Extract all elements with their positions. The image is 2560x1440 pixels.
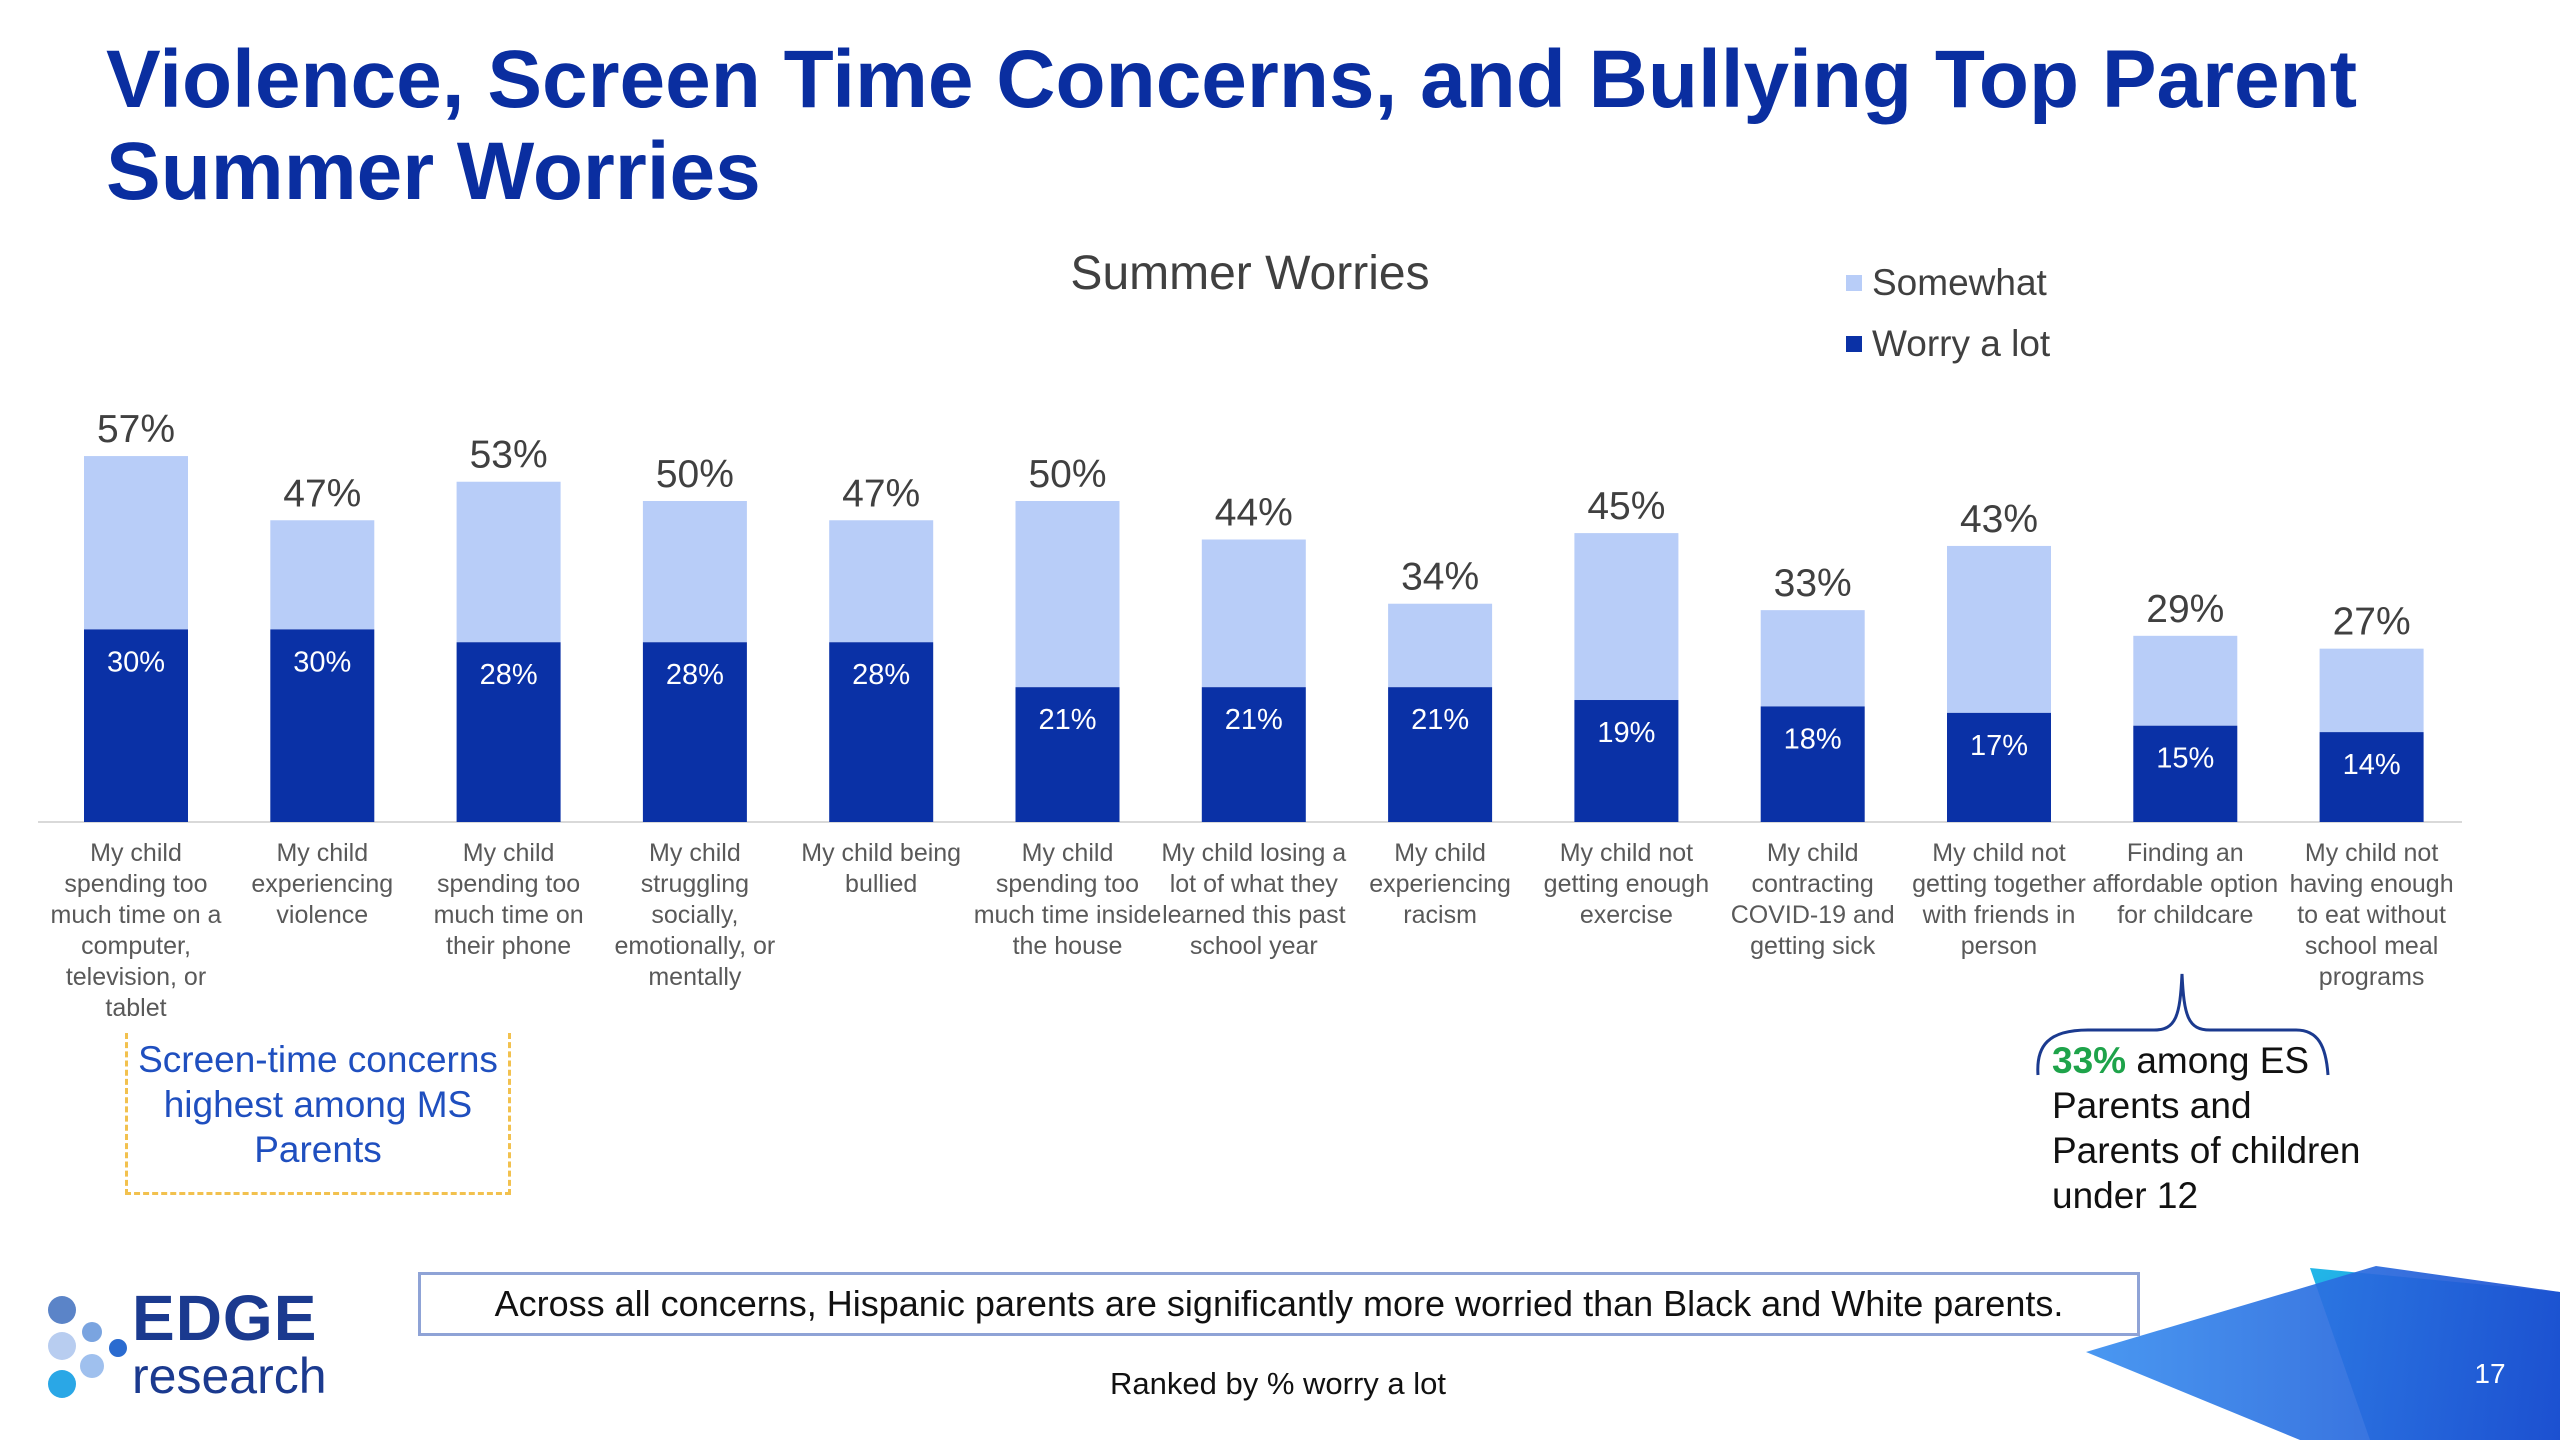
legend-swatch-worry-a-lot bbox=[1846, 335, 1862, 352]
data-label-worry-a-lot: 30% bbox=[107, 646, 165, 678]
data-label-total: 50% bbox=[656, 453, 734, 496]
callout-text: Across all concerns, Hispanic parents ar… bbox=[494, 1283, 2064, 1324]
x-tick-label: My child losing a lot of what they learn… bbox=[1161, 839, 1347, 960]
data-label-total: 57% bbox=[97, 408, 175, 451]
bar-worry-a-lot bbox=[829, 642, 934, 822]
edge-research-logo: EDGE research bbox=[40, 1286, 340, 1420]
legend-label-somewhat: Somewhat bbox=[1872, 261, 2047, 303]
bar-worry-a-lot bbox=[84, 629, 188, 822]
data-label-total: 50% bbox=[1028, 453, 1106, 496]
chart-legend: Somewhat Worry a lot bbox=[1846, 252, 2050, 374]
legend-label-worry-a-lot: Worry a lot bbox=[1872, 322, 2051, 364]
bar-somewhat bbox=[84, 456, 188, 630]
data-label-worry-a-lot: 19% bbox=[1597, 717, 1655, 749]
bar-somewhat bbox=[829, 520, 934, 643]
bar-worry-a-lot bbox=[2133, 725, 2238, 822]
data-label-total: 53% bbox=[470, 434, 548, 477]
data-label-worry-a-lot: 21% bbox=[1411, 704, 1469, 736]
data-label-total: 43% bbox=[1960, 498, 2038, 541]
bar-worry-a-lot bbox=[1574, 700, 1679, 822]
x-tick-label: My child spending too much time on their… bbox=[433, 839, 584, 960]
logo-research-text: research bbox=[132, 1348, 327, 1404]
childcare-note-text: among ES Parents and Parents of children… bbox=[2052, 1040, 2361, 1216]
x-tick-label: My child experiencing racism bbox=[1369, 839, 1511, 929]
bar-worry-a-lot bbox=[1015, 687, 1120, 822]
data-label-worry-a-lot: 18% bbox=[1784, 723, 1842, 755]
legend-swatch-somewhat bbox=[1846, 274, 1862, 291]
ranking-footnote: Ranked by % worry a lot bbox=[1110, 1366, 1446, 1401]
screen-time-note: Screen-time concerns highest among MS Pa… bbox=[125, 1033, 511, 1195]
data-label-worry-a-lot: 21% bbox=[1225, 704, 1283, 736]
x-tick-label: My child spending too much time inside t… bbox=[973, 839, 1162, 960]
childcare-note-highlight: 33% bbox=[2052, 1040, 2127, 1081]
bar-somewhat bbox=[1947, 545, 2051, 713]
x-tick-label: My child being bullied bbox=[801, 839, 962, 898]
bar-somewhat bbox=[2133, 635, 2238, 726]
bar-worry-a-lot bbox=[1760, 706, 1865, 822]
legend-item-worry-a-lot: Worry a lot bbox=[1846, 313, 2050, 374]
slide-title: Violence, Screen Time Concerns, and Bull… bbox=[106, 34, 2358, 217]
data-label-total: 44% bbox=[1215, 492, 1293, 535]
data-label-worry-a-lot: 17% bbox=[1970, 730, 2028, 762]
data-label-worry-a-lot: 28% bbox=[666, 659, 724, 691]
x-tick-label: My child not getting together with frien… bbox=[1912, 839, 2086, 960]
x-tick-label: My child not having enough to eat withou… bbox=[2289, 839, 2454, 991]
bar-somewhat bbox=[642, 501, 747, 643]
data-label-worry-a-lot: 28% bbox=[852, 659, 910, 691]
logo-dots-icon bbox=[48, 1296, 127, 1398]
data-label-worry-a-lot: 15% bbox=[2156, 743, 2214, 775]
logo-edge-text: EDGE bbox=[132, 1282, 318, 1354]
data-label-worry-a-lot: 21% bbox=[1038, 704, 1096, 736]
childcare-note: 33% among ES Parents and Parents of chil… bbox=[2052, 1038, 2372, 1218]
bar-somewhat bbox=[1574, 533, 1679, 701]
data-label-total: 33% bbox=[1774, 562, 1852, 605]
chart-title: Summer Worries bbox=[1070, 247, 1430, 300]
bar-somewhat bbox=[456, 481, 561, 643]
bar-worry-a-lot bbox=[1388, 687, 1493, 822]
bar-worry-a-lot bbox=[1947, 712, 2051, 822]
bar-somewhat bbox=[1388, 603, 1493, 688]
bar-somewhat bbox=[1015, 501, 1120, 688]
data-label-worry-a-lot: 30% bbox=[293, 646, 351, 678]
bar-somewhat bbox=[2319, 648, 2424, 733]
data-label-total: 34% bbox=[1401, 556, 1479, 599]
x-tick-label: My child not getting enough exercise bbox=[1543, 839, 1710, 929]
data-label-total: 47% bbox=[842, 472, 920, 515]
bar-somewhat bbox=[1760, 610, 1865, 707]
bar-worry-a-lot bbox=[270, 629, 375, 822]
bar-somewhat bbox=[270, 520, 375, 630]
data-label-total: 45% bbox=[1587, 485, 1665, 528]
bar-worry-a-lot bbox=[2319, 732, 2424, 822]
x-tick-label: Finding an affordable option for childca… bbox=[2092, 839, 2279, 929]
data-label-total: 47% bbox=[283, 472, 361, 515]
x-tick-label: My child struggling socially, emotionall… bbox=[614, 839, 776, 991]
bar-worry-a-lot bbox=[1201, 687, 1306, 822]
x-tick-label: My child contracting COVID-19 and gettin… bbox=[1730, 839, 1895, 960]
bar-somewhat bbox=[1201, 539, 1306, 688]
data-label-total: 27% bbox=[2333, 601, 2411, 644]
bar-worry-a-lot bbox=[642, 642, 747, 822]
data-label-worry-a-lot: 14% bbox=[2343, 749, 2401, 781]
bar-worry-a-lot bbox=[456, 642, 561, 822]
data-label-worry-a-lot: 28% bbox=[480, 659, 538, 691]
legend-item-somewhat: Somewhat bbox=[1846, 252, 2050, 313]
data-label-total: 29% bbox=[2146, 588, 2224, 631]
x-tick-label: My child experiencing violence bbox=[251, 839, 394, 929]
page-number: 17 bbox=[2474, 1358, 2506, 1389]
x-tick-label: My child spending too much time on a com… bbox=[50, 839, 222, 1022]
hispanic-parents-callout: Across all concerns, Hispanic parents ar… bbox=[418, 1272, 2140, 1336]
